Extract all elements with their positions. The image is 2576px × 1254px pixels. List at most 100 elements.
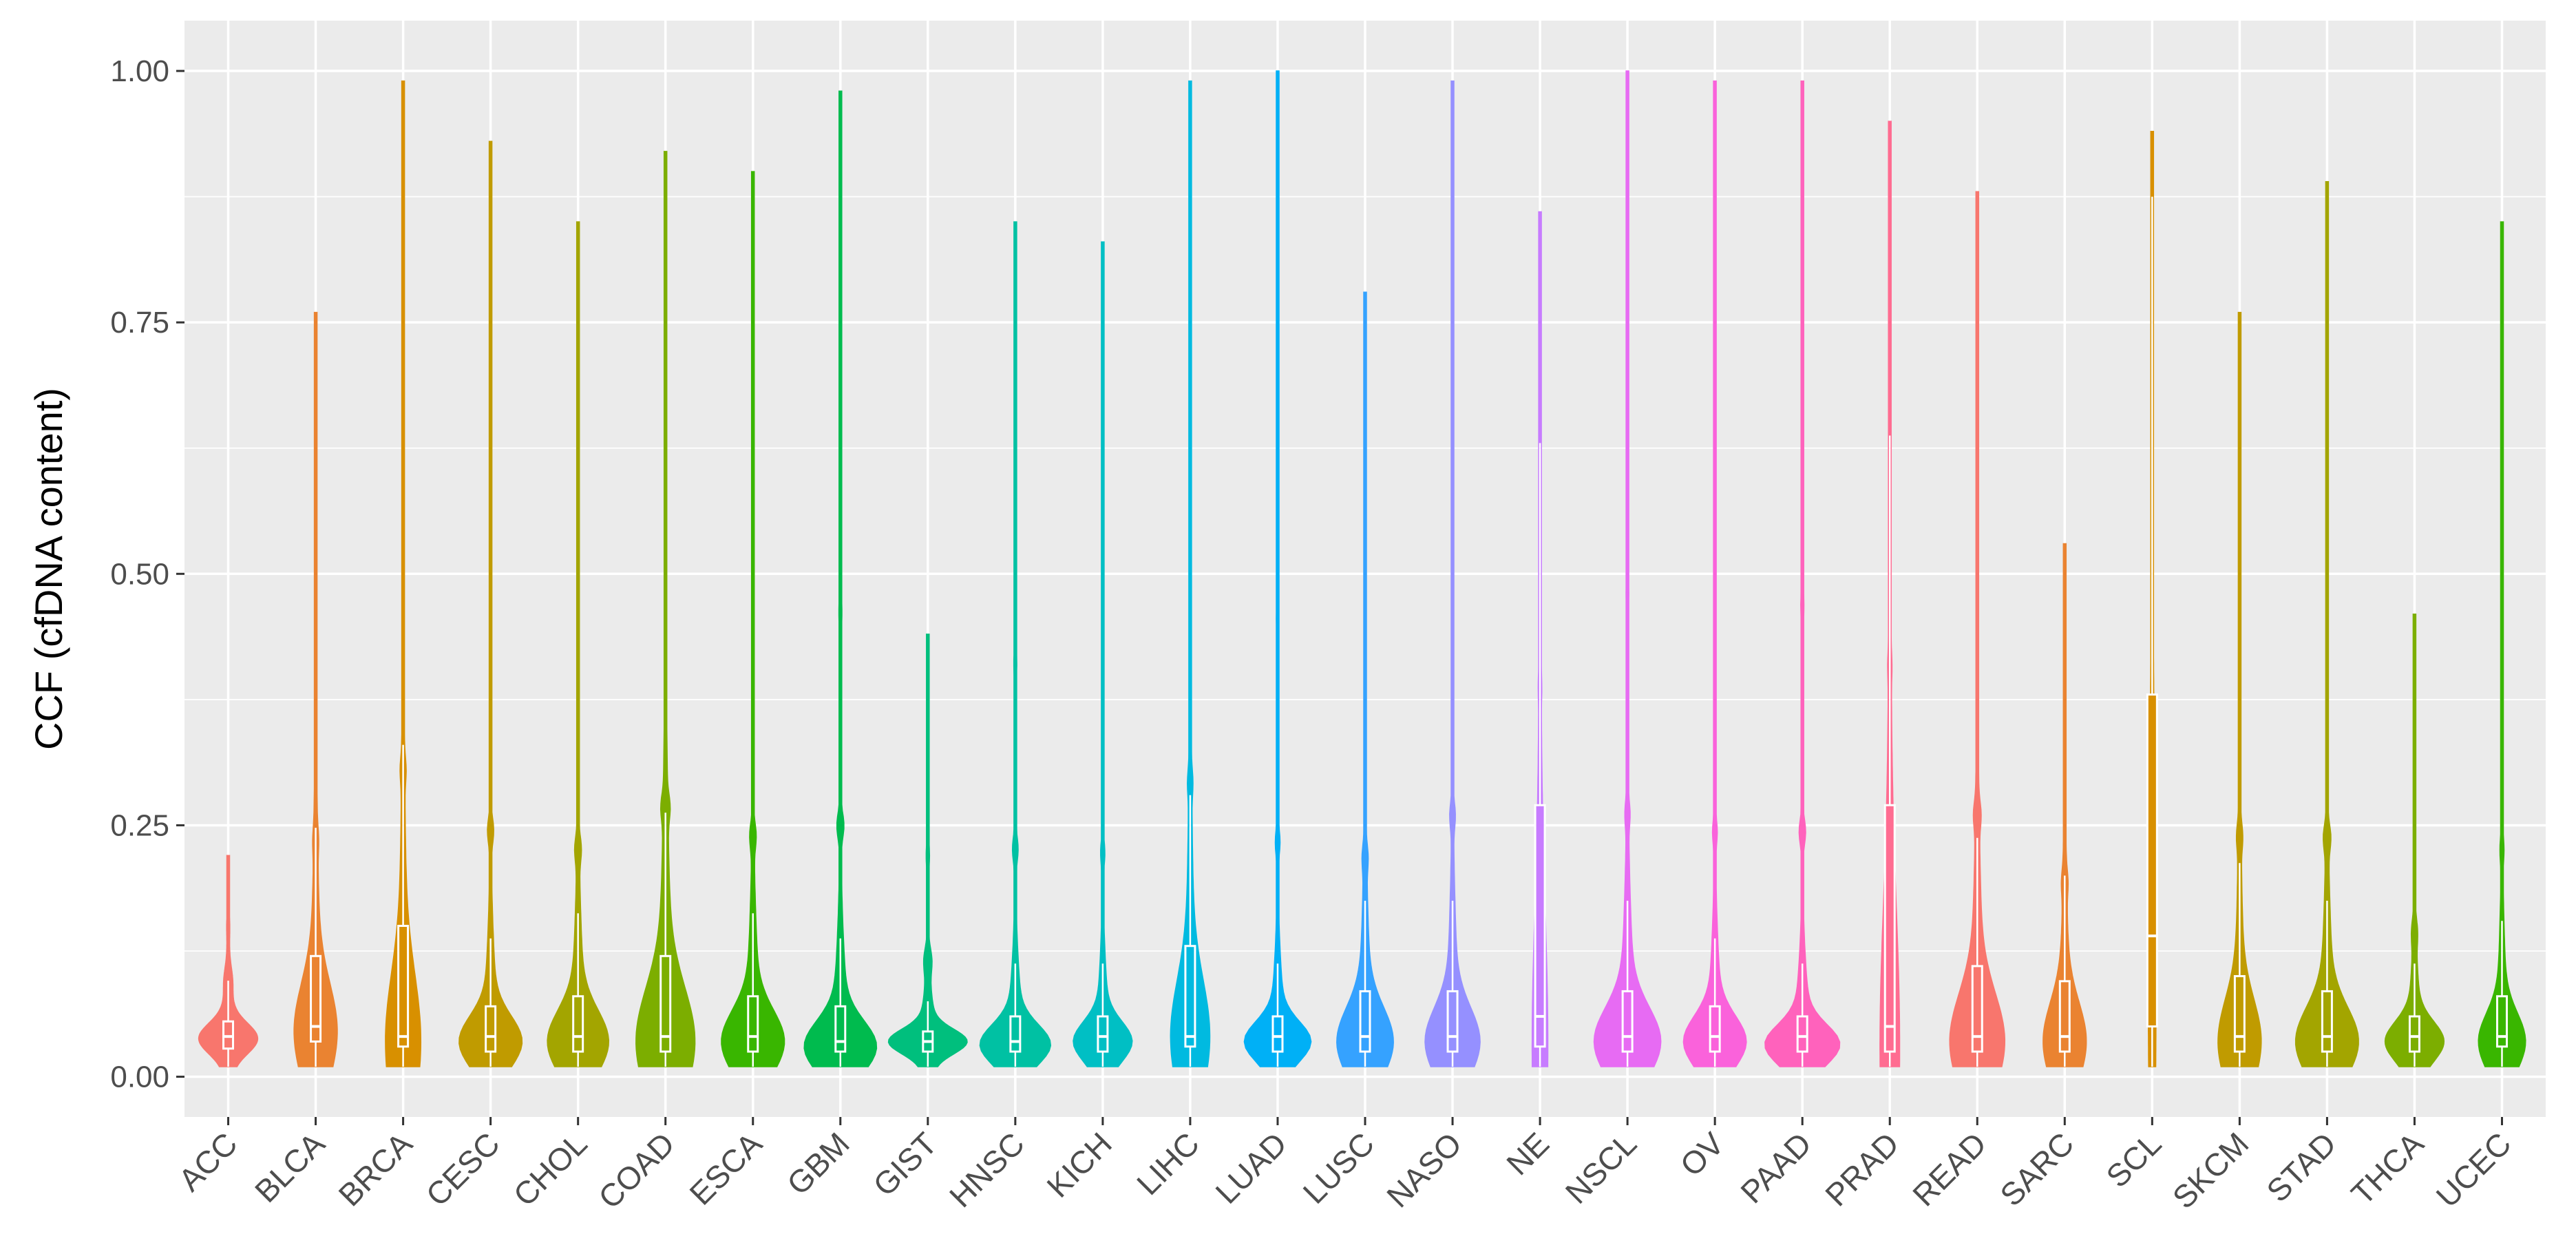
box-iqr xyxy=(572,995,584,1053)
violin-body xyxy=(1593,70,1662,1067)
x-tick-label: PAAD xyxy=(1733,1125,1818,1210)
y-tick-label: 0.50 xyxy=(110,557,169,591)
box-iqr xyxy=(834,1005,847,1053)
violin-ne xyxy=(1531,211,1549,1067)
violin-hnsc xyxy=(979,221,1052,1067)
violin-ov xyxy=(1682,80,1747,1067)
violin-lusc xyxy=(1336,291,1394,1067)
x-tick-label: ACC xyxy=(171,1125,244,1198)
violin-body xyxy=(1949,191,2006,1067)
x-tick-label: NASO xyxy=(1380,1125,1468,1214)
violin-body xyxy=(1243,70,1312,1067)
violin-stad xyxy=(2294,180,2359,1067)
violin-body xyxy=(979,221,1052,1067)
x-tick-label: THCA xyxy=(2344,1125,2431,1212)
x-tick-label: COAD xyxy=(591,1125,682,1215)
violin-ucec xyxy=(2478,221,2526,1067)
violin-body xyxy=(458,140,523,1067)
violin-body xyxy=(2294,180,2359,1067)
x-tick-label: UCEC xyxy=(2429,1125,2518,1214)
box-iqr xyxy=(1097,1015,1109,1053)
violin-brca xyxy=(385,80,422,1067)
box-iqr xyxy=(1271,1015,1284,1053)
violin-coad xyxy=(635,151,696,1067)
x-tick-label: SARC xyxy=(1993,1125,2080,1213)
box-iqr xyxy=(310,954,322,1043)
x-tick-label: KICH xyxy=(1039,1125,1118,1204)
violin-gbm xyxy=(803,90,878,1067)
x-tick-label: READ xyxy=(1905,1125,1993,1213)
x-tick-label: ESCA xyxy=(682,1125,769,1212)
violin-lihc xyxy=(1170,80,1211,1067)
violin-body xyxy=(635,151,696,1067)
box-iqr xyxy=(1709,1005,1721,1053)
violins xyxy=(198,70,2526,1067)
violin-body xyxy=(2042,543,2087,1067)
box-iqr xyxy=(2146,693,2158,1028)
box-iqr xyxy=(1184,945,1196,1048)
violin-body xyxy=(887,634,968,1067)
box-iqr xyxy=(2233,975,2246,1053)
x-tick-label: PRAD xyxy=(1818,1125,1905,1213)
violin-acc xyxy=(198,855,259,1067)
x-tick-label: SKCM xyxy=(2166,1125,2256,1215)
x-tick-label: OV xyxy=(1673,1125,1731,1183)
violin-body xyxy=(198,855,259,1067)
x-tick-label: SCL xyxy=(2099,1125,2168,1194)
x-tick-label: NSCL xyxy=(1559,1125,1644,1211)
box-iqr xyxy=(1621,990,1634,1053)
x-tick-label: GBM xyxy=(780,1125,856,1202)
x-tick-label: LUSC xyxy=(1296,1125,1382,1211)
violin-chol xyxy=(547,221,610,1067)
x-tick-label: HNSC xyxy=(942,1125,1031,1214)
violin-blca xyxy=(293,311,338,1067)
box-iqr xyxy=(1534,804,1546,1048)
box-iqr xyxy=(1971,965,1983,1053)
box-iqr xyxy=(2495,995,2508,1048)
violin-body xyxy=(803,90,878,1067)
box-iqr xyxy=(485,1005,497,1053)
violin-gist xyxy=(887,634,968,1067)
violin-skcm xyxy=(2217,311,2262,1067)
violin-body xyxy=(2478,221,2526,1067)
box-iqr xyxy=(659,954,672,1053)
y-tick-label: 0.25 xyxy=(110,808,169,842)
violin-body xyxy=(2217,311,2262,1067)
box-iqr xyxy=(2408,1015,2420,1053)
violin-body xyxy=(1424,80,1481,1067)
violin-body xyxy=(385,80,422,1067)
violin-read xyxy=(1949,191,2006,1067)
box-iqr xyxy=(1359,990,1371,1053)
x-tick-label: LIHC xyxy=(1130,1125,1206,1202)
violin-body xyxy=(1682,80,1747,1067)
box-iqr xyxy=(1796,1015,1808,1053)
box-iqr xyxy=(397,924,410,1048)
violin-naso xyxy=(1424,80,1481,1067)
violin-nscl xyxy=(1593,70,1662,1067)
violin-body xyxy=(721,171,785,1067)
violin-body xyxy=(1073,241,1133,1067)
violin-thca xyxy=(2384,613,2445,1067)
box-iqr xyxy=(222,1020,235,1050)
violin-kich xyxy=(1073,241,1133,1067)
violin-body xyxy=(293,311,338,1067)
box-iqr xyxy=(2058,980,2071,1053)
x-tick-label: CHOL xyxy=(507,1125,594,1213)
box-iqr xyxy=(747,995,759,1053)
violin-body xyxy=(2384,613,2445,1067)
y-axis-ticks: 0.00 0.25 0.50 0.75 1.00 xyxy=(110,54,184,1094)
x-tick-label: LUAD xyxy=(1208,1125,1294,1211)
box-iqr xyxy=(2321,990,2333,1053)
violin-prad xyxy=(1879,121,1901,1067)
violin-body xyxy=(1336,291,1394,1067)
x-tick-label: NE xyxy=(1499,1125,1556,1182)
violin-body xyxy=(547,221,610,1067)
x-tick-label: STAD xyxy=(2259,1125,2343,1209)
violin-esca xyxy=(721,171,785,1067)
box-iqr xyxy=(1446,990,1459,1053)
y-tick-label: 0.00 xyxy=(110,1060,169,1094)
y-axis-title: CCF (cfDNA content) xyxy=(27,388,70,750)
y-tick-label: 0.75 xyxy=(110,306,169,339)
